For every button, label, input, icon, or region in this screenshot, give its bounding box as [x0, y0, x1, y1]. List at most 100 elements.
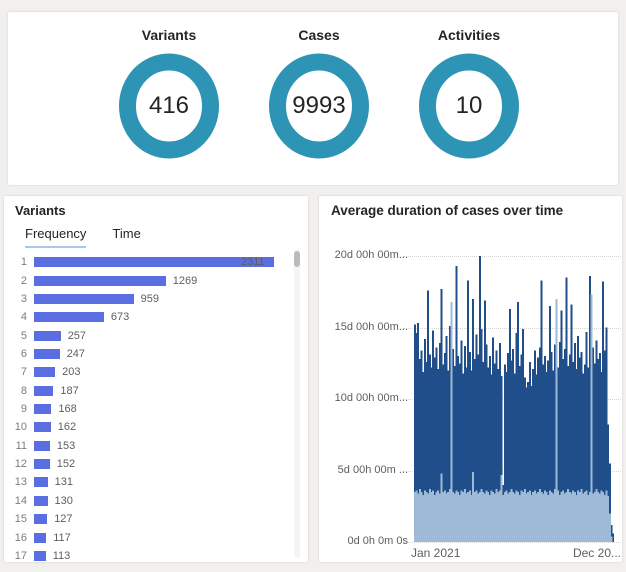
duration-bar-light[interactable] — [437, 490, 440, 542]
duration-bar-light[interactable] — [490, 490, 493, 542]
duration-bar-dark[interactable] — [522, 328, 525, 542]
duration-bar-light[interactable] — [443, 490, 446, 542]
duration-bar-dark[interactable] — [540, 280, 543, 542]
duration-bar-light[interactable] — [565, 491, 568, 542]
duration-bar-dark[interactable] — [472, 298, 475, 542]
duration-bar-light[interactable] — [528, 490, 531, 542]
duration-bar-dark[interactable] — [508, 308, 511, 542]
duration-bar-dark[interactable] — [537, 357, 540, 542]
duration-bar-dark[interactable] — [545, 371, 548, 542]
duration-bar-light[interactable] — [452, 491, 455, 542]
duration-bar-light[interactable] — [607, 496, 610, 542]
duration-bar-dark[interactable] — [482, 361, 485, 542]
duration-bar-light[interactable] — [513, 493, 516, 542]
duration-bar-dark[interactable] — [553, 344, 556, 542]
duration-bar-dark[interactable] — [543, 356, 546, 542]
duration-bar-dark[interactable] — [608, 463, 611, 542]
duration-bar-light[interactable] — [433, 494, 436, 542]
duration-bar-dark[interactable] — [497, 368, 500, 542]
duration-bar-light[interactable] — [602, 491, 605, 542]
duration-bar-dark[interactable] — [465, 367, 468, 542]
duration-bar-light[interactable] — [497, 491, 500, 542]
duration-bar-light[interactable] — [493, 493, 496, 542]
duration-bar-dark[interactable] — [517, 301, 520, 542]
duration-bar-light[interactable] — [598, 493, 601, 542]
duration-bar-light[interactable] — [545, 491, 548, 542]
duration-bar-light[interactable] — [592, 493, 595, 542]
duration-bar-dark[interactable] — [607, 424, 610, 542]
duration-bar-dark[interactable] — [418, 358, 421, 542]
duration-bar-light[interactable] — [593, 491, 596, 542]
duration-bar-light[interactable] — [585, 490, 588, 542]
duration-bar-dark[interactable] — [422, 371, 425, 542]
duration-bar-dark[interactable] — [565, 277, 568, 542]
duration-bar-light[interactable] — [492, 491, 495, 542]
duration-bar-light[interactable] — [422, 494, 425, 542]
duration-bar-light[interactable] — [420, 491, 423, 542]
duration-bar-dark[interactable] — [595, 340, 598, 542]
duration-bar-dark[interactable] — [452, 348, 455, 542]
duration-bar-dark[interactable] — [597, 358, 600, 542]
duration-bar-light[interactable] — [517, 491, 520, 542]
variant-frequency-bar[interactable] — [34, 440, 50, 451]
variant-frequency-bar[interactable] — [34, 275, 166, 286]
duration-bar-dark[interactable] — [430, 367, 433, 542]
variant-frequency-bar[interactable] — [34, 532, 47, 543]
tab-frequency[interactable]: Frequency — [25, 226, 87, 248]
duration-bar-dark[interactable] — [503, 364, 506, 542]
duration-bar-dark[interactable] — [440, 288, 443, 542]
duration-bar-light[interactable] — [435, 491, 438, 542]
duration-bar-dark[interactable] — [552, 370, 555, 542]
duration-bar-light[interactable] — [535, 493, 538, 542]
duration-bar-light[interactable] — [547, 494, 550, 542]
duration-bar-dark[interactable] — [582, 373, 585, 542]
duration-bar-dark[interactable] — [562, 358, 565, 542]
duration-bar-dark[interactable] — [577, 336, 580, 542]
variant-frequency-bar[interactable] — [34, 367, 56, 378]
duration-bar-light[interactable] — [510, 489, 513, 542]
duration-bar-dark[interactable] — [442, 364, 445, 542]
duration-bar-light[interactable] — [530, 494, 533, 542]
duration-bar-dark[interactable] — [443, 353, 446, 542]
duration-bar-light[interactable] — [605, 490, 608, 542]
duration-bar-light[interactable] — [580, 489, 583, 542]
duration-bar-light[interactable] — [600, 490, 603, 542]
duration-bar-dark[interactable] — [602, 281, 605, 542]
duration-bar-light[interactable] — [538, 489, 541, 542]
duration-bar-dark[interactable] — [567, 366, 570, 542]
variant-frequency-bar[interactable] — [34, 514, 48, 525]
duration-bar-dark[interactable] — [432, 330, 435, 542]
duration-bar-dark[interactable] — [585, 331, 588, 542]
duration-bar-light[interactable] — [447, 491, 450, 542]
duration-bar-light[interactable] — [520, 490, 523, 542]
duration-bar-light[interactable] — [477, 493, 480, 542]
duration-bar-light[interactable] — [502, 494, 505, 542]
duration-bar-light[interactable] — [427, 493, 430, 542]
duration-bar-dark[interactable] — [525, 387, 528, 542]
duration-bar-dark[interactable] — [575, 368, 578, 542]
duration-bar-dark[interactable] — [513, 373, 516, 542]
duration-bar-light[interactable] — [460, 490, 463, 542]
duration-bar-dark[interactable] — [417, 323, 420, 542]
duration-bar-dark[interactable] — [473, 358, 476, 542]
scrollbar-track[interactable] — [294, 249, 300, 558]
duration-bar-light[interactable] — [470, 494, 473, 542]
variant-frequency-bar[interactable] — [34, 257, 274, 268]
duration-bar-dark[interactable] — [463, 346, 466, 542]
duration-bar-light[interactable] — [540, 491, 543, 542]
duration-bar-light[interactable] — [478, 491, 481, 542]
duration-bar-dark[interactable] — [528, 361, 531, 542]
duration-bar-dark[interactable] — [420, 350, 423, 542]
duration-bar-light[interactable] — [543, 490, 546, 542]
duration-bar-dark[interactable] — [572, 361, 575, 542]
scrollbar-thumb[interactable] — [294, 251, 300, 267]
duration-bar-dark[interactable] — [475, 334, 478, 542]
duration-bar-dark[interactable] — [414, 324, 416, 542]
duration-bar-light[interactable] — [552, 493, 555, 542]
duration-bar-light[interactable] — [418, 489, 421, 542]
duration-bar-light[interactable] — [562, 490, 565, 542]
duration-bar-light[interactable] — [465, 493, 468, 542]
duration-bar-dark[interactable] — [610, 524, 613, 542]
duration-bar-dark[interactable] — [483, 300, 486, 542]
duration-bar-light[interactable] — [588, 491, 591, 542]
